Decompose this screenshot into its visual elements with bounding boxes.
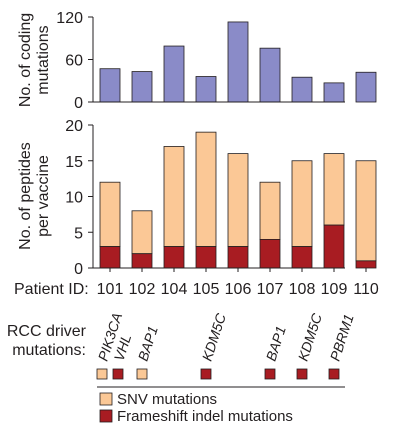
driver-gene-105-kdm5c: KDM5C xyxy=(199,311,230,363)
snv-bar-109 xyxy=(323,153,345,226)
driver-label-line1: RCC driver xyxy=(7,323,87,340)
bottom-y-ticks: 0 5 10 15 20 xyxy=(65,118,367,278)
coding-mutations-chart: 0 60 120 No. of coding mutations xyxy=(17,10,377,112)
bottom-tick-label-10: 10 xyxy=(65,190,83,207)
indel-bar-107 xyxy=(259,238,281,269)
snv-bar-105 xyxy=(195,131,217,247)
coding-bar-109 xyxy=(323,82,345,103)
legend-swatch-indel xyxy=(99,409,113,423)
driver-marker-108-kdm5c xyxy=(296,368,308,380)
coding-bar-106 xyxy=(227,21,249,103)
top-y-ticks: 0 60 120 xyxy=(56,10,93,112)
driver-gene-109-pbrm1: PBRM1 xyxy=(327,312,357,363)
coding-bar-110 xyxy=(355,71,377,103)
coding-bar-101 xyxy=(99,68,121,103)
bottom-tick-label-5: 5 xyxy=(74,225,83,242)
patient-id-labels: 101 102 104 105 106 107 108 109 110 xyxy=(97,281,379,298)
coding-bar-104 xyxy=(163,45,185,103)
coding-bar-102 xyxy=(131,71,153,103)
indel-bar-104 xyxy=(163,246,185,269)
patient-id-101: 101 xyxy=(97,281,124,298)
legend-label-indel: Frameshift indel mutations xyxy=(117,408,293,425)
coding-bar-105 xyxy=(195,76,217,103)
indel-bar-105 xyxy=(195,246,217,269)
snv-bar-110 xyxy=(355,160,377,262)
driver-gene-108-kdm5c: KDM5C xyxy=(295,311,326,363)
snv-bar-106 xyxy=(227,153,249,247)
driver-marker-102-bap1 xyxy=(136,368,148,380)
bottom-ylabel-line1: No. of peptides xyxy=(17,142,34,250)
driver-gene-107-bap1: BAP1 xyxy=(263,324,289,363)
top-tick-label-60: 60 xyxy=(65,53,83,70)
top-ylabel-line1: No. of coding xyxy=(17,13,34,107)
legend-label-snv: SNV mutations xyxy=(117,391,217,408)
driver-marker-101-pik3ca xyxy=(96,368,108,380)
bottom-tick-label-20: 20 xyxy=(65,118,83,135)
patient-id-107: 107 xyxy=(257,281,284,298)
snv-bar-104 xyxy=(163,146,185,247)
patient-id-110: 110 xyxy=(353,281,379,298)
coding-bars xyxy=(99,21,377,103)
indel-bar-106 xyxy=(227,246,249,269)
snv-bar-108 xyxy=(291,160,313,247)
top-ylabel-line2: mutations xyxy=(35,25,52,94)
indel-bar-110 xyxy=(355,260,377,269)
driver-gene-102-bap1: BAP1 xyxy=(135,324,161,363)
patient-id-109: 109 xyxy=(321,281,348,298)
peptide-bars xyxy=(99,131,377,269)
coding-bar-108 xyxy=(291,76,313,103)
bottom-tick-label-0: 0 xyxy=(74,261,83,278)
patient-id-108: 108 xyxy=(289,281,316,298)
driver-marker-107-bap1 xyxy=(264,368,276,380)
driver-marker-105-kdm5c xyxy=(200,368,212,380)
top-tick-label-0: 0 xyxy=(74,95,83,112)
driver-label-line2: mutations: xyxy=(12,342,86,359)
patient-id-102: 102 xyxy=(129,281,156,298)
legend-swatch-snv xyxy=(99,392,113,406)
patient-id-105: 105 xyxy=(193,281,220,298)
driver-marker-109-pbrm1 xyxy=(328,368,340,380)
snv-bar-107 xyxy=(259,181,281,240)
patient-id-104: 104 xyxy=(161,281,188,298)
driver-marker-101-vhl xyxy=(112,368,124,380)
driver-mutation-markers xyxy=(96,368,340,380)
bottom-tick-label-15: 15 xyxy=(65,154,83,171)
coding-bar-107 xyxy=(259,47,281,103)
indel-bar-109 xyxy=(323,224,345,269)
snv-bar-101 xyxy=(99,181,121,247)
indel-bar-108 xyxy=(291,246,313,269)
snv-bar-102 xyxy=(131,210,153,255)
patient-id-label: Patient ID: xyxy=(14,281,89,298)
patient-id-106: 106 xyxy=(225,281,252,298)
peptides-chart: 0 5 10 15 20 No. of peptides per vaccine xyxy=(17,118,377,278)
indel-bar-102 xyxy=(131,253,153,269)
bottom-ylabel-line2: per vaccine xyxy=(35,155,52,237)
indel-bar-101 xyxy=(99,246,121,269)
top-tick-label-120: 120 xyxy=(56,10,83,27)
